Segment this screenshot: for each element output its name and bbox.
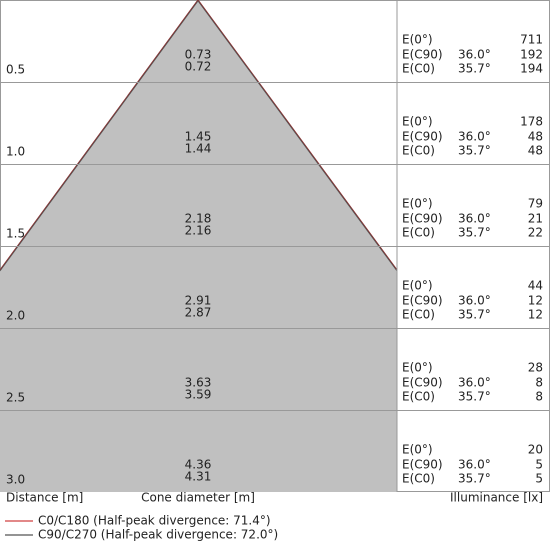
- e-label: E(C90): [402, 294, 443, 308]
- diameter-c0: 2.87: [185, 306, 212, 320]
- diameter-c90: 3.63: [185, 376, 212, 390]
- rows: 0.50.730.72E(0°)E(C90)E(C0)36.0°35.7°711…: [0, 33, 550, 487]
- e-label: E(C90): [402, 48, 443, 62]
- diameter-c90: 0.73: [185, 48, 212, 62]
- c0-angle: 35.7°: [458, 390, 491, 404]
- c90-angle: 36.0°: [458, 376, 491, 390]
- c0-angle: 35.7°: [458, 472, 491, 486]
- e-c90-value: 48: [528, 130, 543, 144]
- e-label: E(C90): [402, 212, 443, 226]
- distance: 0.5: [6, 63, 25, 77]
- e-label: E(C0): [402, 308, 435, 322]
- diameter-c90: 4.36: [185, 458, 212, 472]
- cone-edge-c90: [0, 0, 398, 272]
- e-label: E(0°): [402, 115, 433, 129]
- e-label: E(C90): [402, 458, 443, 472]
- diameter-c0: 2.16: [185, 224, 212, 238]
- illuminance-header: Illuminance [lx]: [450, 491, 543, 505]
- e0-value: 20: [528, 443, 543, 457]
- e-label: E(0°): [402, 33, 433, 47]
- legend-c0: C0/C180 (Half-peak divergence: 71.4°): [38, 514, 271, 528]
- diameter-c90: 2.18: [185, 212, 212, 226]
- e-c90-value: 5: [535, 458, 543, 472]
- legend-c90: C90/C270 (Half-peak divergence: 72.0°): [38, 528, 278, 542]
- distance-header: Distance [m]: [6, 491, 83, 505]
- e0-value: 44: [528, 279, 543, 293]
- e-c90-value: 12: [528, 294, 543, 308]
- e-c0-value: 48: [528, 144, 543, 158]
- e-label: E(0°): [402, 443, 433, 457]
- diameter-c0: 1.44: [185, 142, 212, 156]
- e-label: E(C90): [402, 130, 443, 144]
- distance: 2.5: [6, 391, 25, 405]
- c0-angle: 35.7°: [458, 144, 491, 158]
- distance: 2.0: [6, 309, 25, 323]
- c0-angle: 35.7°: [458, 226, 491, 240]
- diameter-c90: 1.45: [185, 130, 212, 144]
- c90-angle: 36.0°: [458, 212, 491, 226]
- e-c90-value: 8: [535, 376, 543, 390]
- e-c0-value: 194: [520, 62, 543, 76]
- diameter-c0: 3.59: [185, 388, 212, 402]
- e-label: E(C0): [402, 62, 435, 76]
- diameter-c0: 0.72: [185, 60, 212, 74]
- e0-value: 178: [520, 115, 543, 129]
- c90-angle: 36.0°: [458, 294, 491, 308]
- e0-value: 711: [520, 33, 543, 47]
- e-c90-value: 192: [520, 48, 543, 62]
- e-label: E(C0): [402, 390, 435, 404]
- e-label: E(C90): [402, 376, 443, 390]
- e-c0-value: 5: [535, 472, 543, 486]
- e0-value: 79: [528, 197, 543, 211]
- diameter-header: Cone diameter [m]: [141, 491, 255, 505]
- e-label: E(C0): [402, 472, 435, 486]
- e-c0-value: 12: [528, 308, 543, 322]
- distance: 1.0: [6, 145, 25, 159]
- e-c0-value: 22: [528, 226, 543, 240]
- e-c0-value: 8: [535, 390, 543, 404]
- e-label: E(0°): [402, 279, 433, 293]
- e-label: E(C0): [402, 144, 435, 158]
- e0-value: 28: [528, 361, 543, 375]
- e-label: E(0°): [402, 361, 433, 375]
- c90-angle: 36.0°: [458, 458, 491, 472]
- c90-angle: 36.0°: [458, 48, 491, 62]
- distance: 3.0: [6, 473, 25, 487]
- c90-angle: 36.0°: [458, 130, 491, 144]
- e-c90-value: 21: [528, 212, 543, 226]
- e-label: E(C0): [402, 226, 435, 240]
- e-label: E(0°): [402, 197, 433, 211]
- c0-angle: 35.7°: [458, 308, 491, 322]
- diameter-c90: 2.91: [185, 294, 212, 308]
- diameter-c0: 4.31: [185, 470, 212, 484]
- distance: 1.5: [6, 227, 25, 241]
- c0-angle: 35.7°: [458, 62, 491, 76]
- cone-edge-c0: [0, 0, 398, 271]
